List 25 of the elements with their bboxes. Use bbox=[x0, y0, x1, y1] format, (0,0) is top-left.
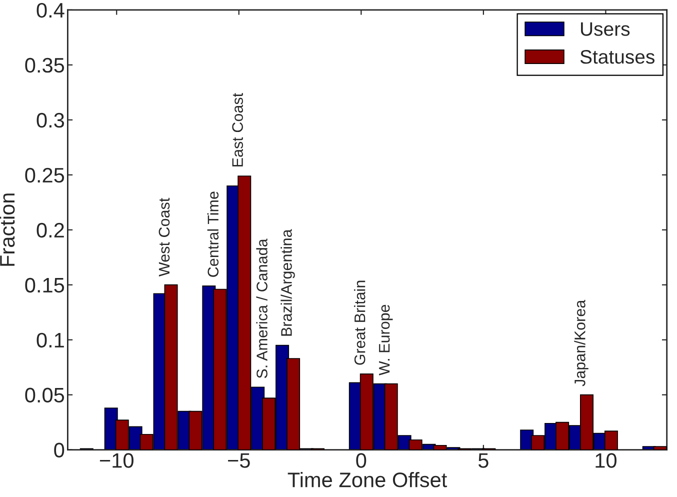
x-tick-label: 0 bbox=[356, 453, 366, 468]
annotation: Japan/Korea bbox=[574, 300, 588, 386]
y-tick-label: 0.2 bbox=[36, 222, 64, 238]
y-tick-label: 0.4 bbox=[36, 2, 64, 18]
legend-label: Users bbox=[581, 22, 630, 36]
x-tick-label: 10 bbox=[596, 453, 616, 468]
annotation: Brazil/Argentina bbox=[280, 229, 295, 336]
y-tick-label: 0 bbox=[54, 442, 64, 458]
y-tick-label: 0.35 bbox=[25, 58, 64, 73]
annotation: W. Europe bbox=[379, 304, 393, 376]
annotation: Great Britain bbox=[354, 280, 366, 365]
y-tick-label: 0.05 bbox=[25, 388, 64, 403]
x-tick-label: −5 bbox=[228, 453, 250, 468]
annotation: Central Time bbox=[207, 192, 219, 277]
y-tick-label: 0.15 bbox=[25, 278, 64, 293]
annotation: West Coast bbox=[158, 198, 170, 276]
annotation: S. America / Canada bbox=[256, 238, 268, 378]
legend-label: Statuses bbox=[580, 50, 654, 64]
x-tick-label: 5 bbox=[478, 453, 488, 468]
x-axis-title: Time Zone Offset bbox=[288, 472, 448, 488]
annotation: East Coast bbox=[232, 93, 243, 166]
y-tick-label: 0.25 bbox=[25, 168, 64, 183]
y-tick-label: 0.1 bbox=[36, 332, 64, 348]
x-tick-label: −10 bbox=[100, 453, 134, 468]
y-tick-label: 0.3 bbox=[36, 112, 64, 128]
